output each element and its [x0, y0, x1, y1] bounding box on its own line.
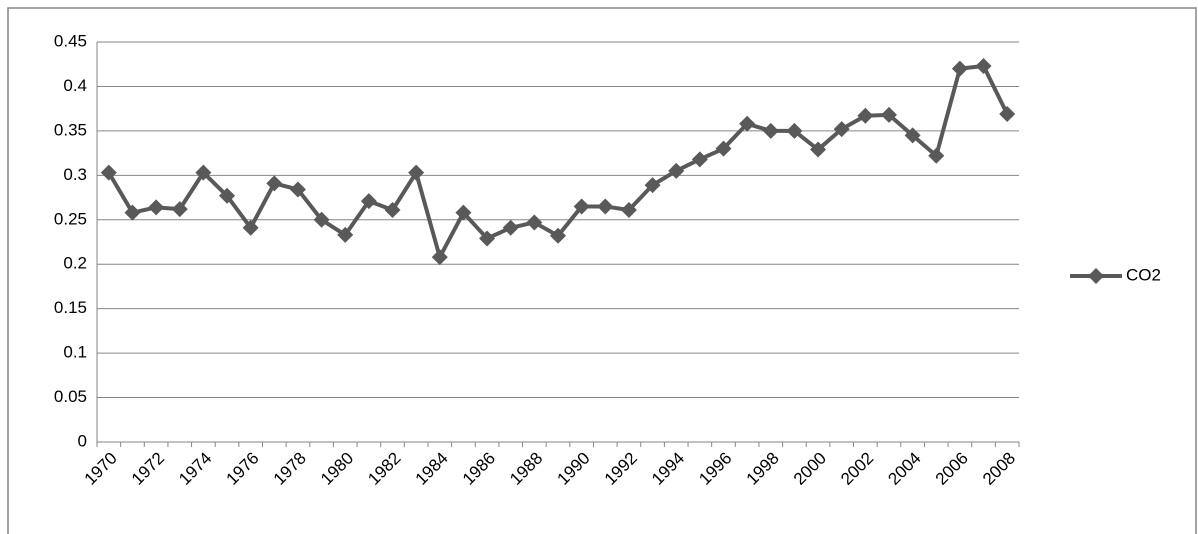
x-tick-label: 1980: [317, 449, 357, 489]
data-marker: [384, 202, 401, 218]
x-tick-label: 1978: [270, 449, 310, 489]
data-marker: [550, 227, 566, 244]
x-tick-label: 1984: [412, 449, 452, 489]
x-tick-label: 1982: [364, 449, 404, 489]
x-tick-label: 2006: [932, 449, 972, 489]
data-marker: [715, 140, 732, 157]
data-marker: [786, 122, 803, 139]
data-marker: [502, 219, 519, 236]
x-tick-label: 1970: [81, 449, 121, 489]
data-marker: [739, 115, 756, 132]
data-marker: [455, 204, 472, 221]
data-marker: [171, 201, 188, 218]
data-marker: [148, 199, 165, 216]
data-marker: [857, 107, 874, 124]
x-tick-label: 2008: [979, 449, 1019, 489]
x-tick-label: 1972: [128, 449, 168, 489]
data-marker: [266, 175, 283, 192]
data-marker: [691, 151, 708, 168]
data-marker: [337, 226, 354, 243]
x-tick-label: 1998: [743, 449, 783, 489]
x-tick-label: 2000: [790, 449, 830, 489]
chart-border: [7, 7, 1197, 534]
x-tick-label: 1990: [553, 449, 593, 489]
x-tick-label: 1974: [175, 449, 215, 489]
data-marker: [289, 181, 306, 198]
data-marker: [597, 198, 614, 215]
data-marker: [999, 106, 1016, 122]
data-marker: [644, 177, 661, 194]
y-tick-label: 0.1: [63, 343, 87, 362]
data-marker: [219, 187, 236, 204]
legend-marker: [1088, 268, 1104, 284]
data-marker: [479, 230, 496, 247]
x-tick-label: 2004: [884, 449, 924, 489]
data-marker: [928, 147, 945, 164]
data-marker: [313, 211, 330, 228]
data-marker: [195, 164, 212, 181]
data-marker: [242, 219, 259, 236]
data-marker: [951, 60, 968, 77]
data-marker: [762, 122, 779, 139]
data-marker: [100, 164, 117, 181]
data-marker: [526, 214, 543, 231]
y-tick-label: 0: [78, 431, 87, 450]
y-tick-label: 0.2: [63, 254, 87, 273]
y-tick-label: 0.25: [54, 209, 87, 228]
x-tick-label: 1986: [459, 449, 499, 489]
x-tick-label: 1976: [222, 449, 262, 489]
x-tick-label: 2002: [837, 449, 877, 489]
data-marker: [810, 141, 827, 158]
data-marker: [124, 204, 141, 221]
y-tick-label: 0.45: [54, 31, 87, 50]
data-marker: [620, 202, 637, 218]
legend-label: CO2: [1126, 265, 1161, 284]
y-tick-label: 0.35: [54, 120, 87, 139]
data-marker: [668, 162, 685, 179]
x-tick-label: 1996: [695, 449, 735, 489]
data-marker: [904, 127, 921, 144]
x-tick-label: 1992: [601, 449, 641, 489]
data-marker: [833, 121, 850, 138]
y-tick-label: 0.15: [54, 298, 87, 317]
data-marker: [431, 249, 448, 266]
data-marker: [573, 198, 590, 215]
data-marker: [408, 164, 425, 181]
data-marker: [880, 106, 897, 123]
x-tick-label: 1988: [506, 449, 546, 489]
y-tick-label: 0.3: [63, 165, 87, 184]
data-marker: [360, 193, 377, 210]
x-tick-label: 1994: [648, 449, 688, 489]
y-tick-label: 0.05: [54, 387, 87, 406]
y-tick-label: 0.4: [63, 76, 87, 95]
data-marker: [975, 58, 992, 74]
